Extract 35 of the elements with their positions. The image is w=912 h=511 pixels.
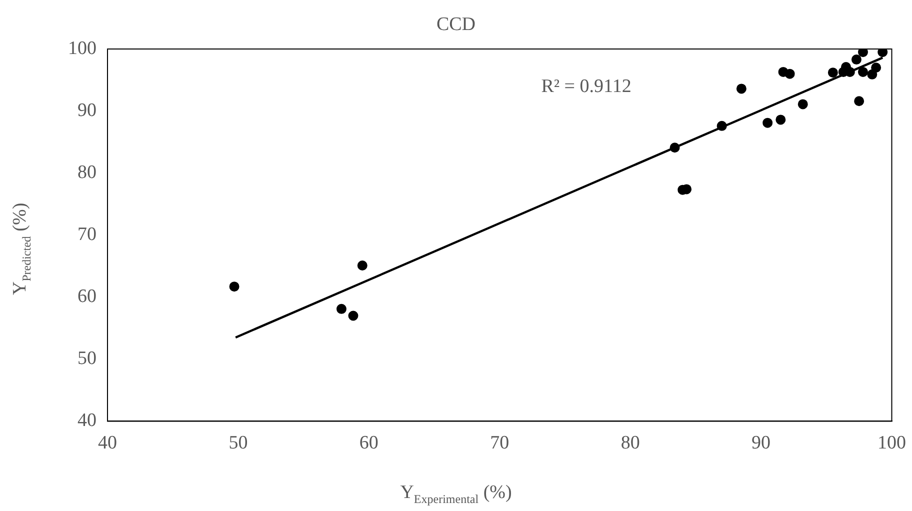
y-tick-label: 50	[78, 348, 96, 370]
point	[776, 114, 786, 125]
point	[716, 120, 727, 131]
point	[871, 62, 882, 73]
x-tick-label: 70	[490, 432, 510, 454]
chart-title: CCD	[435, 14, 477, 36]
point	[229, 282, 240, 292]
point	[348, 310, 358, 321]
x-axis-title: Y$_{Experimental}$ (%)	[399, 482, 513, 507]
point	[851, 54, 862, 65]
y-tick-label: 100	[68, 38, 96, 59]
point	[784, 68, 795, 79]
point	[357, 260, 368, 270]
x-tick-label: 80	[620, 432, 640, 454]
y-tick-label: 80	[78, 162, 96, 184]
point	[798, 99, 808, 110]
annotation: R² = 0.9112	[541, 76, 632, 97]
y-tick-label: 70	[78, 224, 96, 246]
point	[854, 96, 864, 106]
x-tick-label: 50	[228, 432, 248, 454]
point	[858, 66, 868, 77]
x-tick-label: 100	[878, 432, 906, 454]
x-tick-label: 90	[752, 432, 771, 454]
x-tick-label: 40	[98, 432, 117, 454]
point	[736, 84, 746, 94]
point	[858, 49, 868, 58]
y-tick-label: 90	[78, 100, 96, 122]
y-tick-label: 40	[78, 410, 96, 432]
x-tick-label: 60	[359, 432, 378, 454]
point	[762, 118, 773, 128]
y-tick-label: 60	[78, 286, 96, 308]
point	[336, 304, 346, 314]
point	[828, 68, 838, 78]
point	[878, 49, 888, 58]
point	[670, 142, 680, 153]
